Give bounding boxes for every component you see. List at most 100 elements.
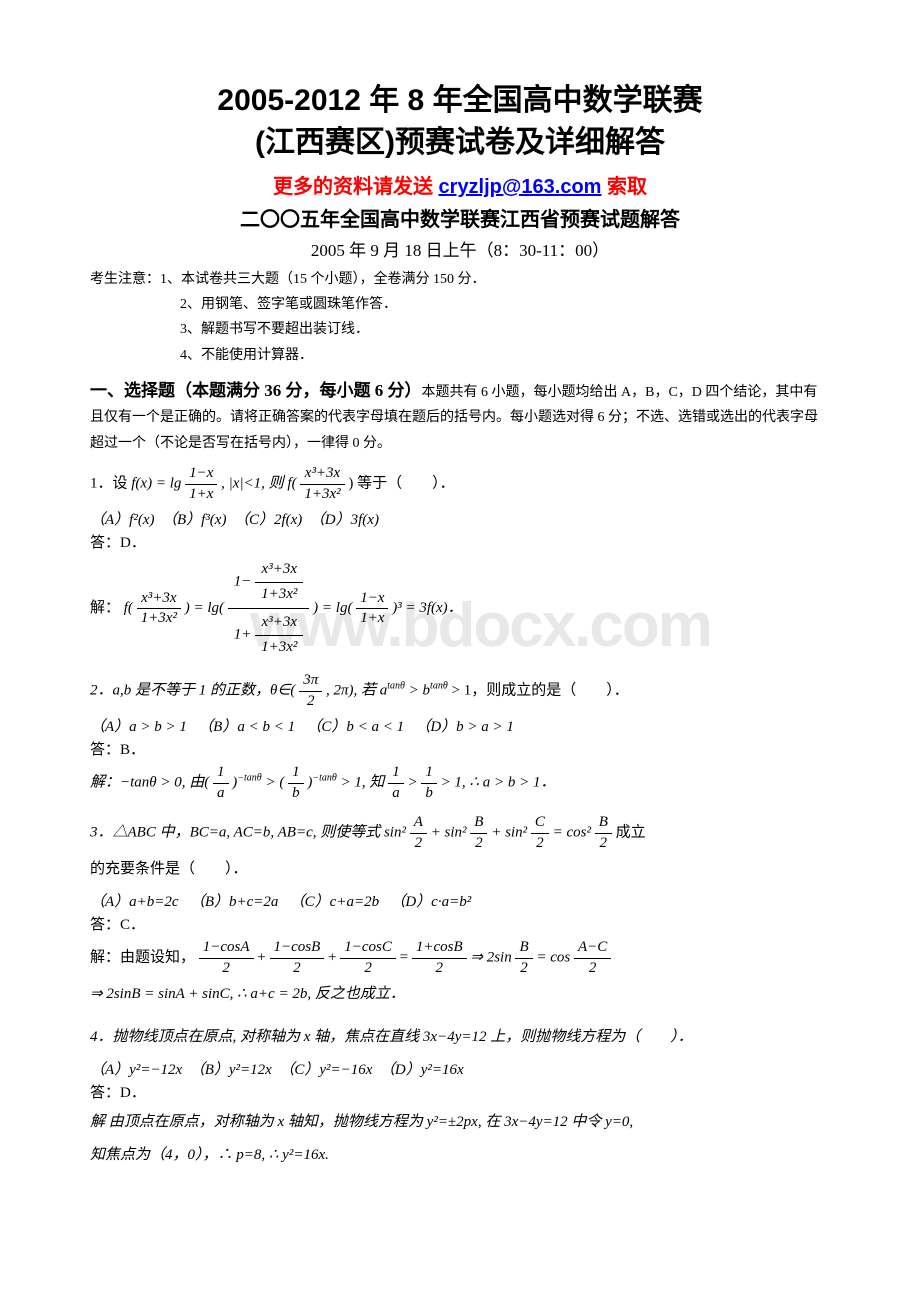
q1-optD: （D）3f(x) [310, 512, 379, 528]
q1-solution: 解： f( x³+3x1+3x² ) = lg( 1− x³+3x1+3x² 1… [90, 556, 830, 661]
email-link[interactable]: cryzljp@163.com [439, 176, 602, 198]
q3sf6n: A−C [574, 938, 611, 959]
q3sf2n: 1−cosB [270, 938, 325, 959]
q3-fracC: C2 [531, 813, 549, 853]
q1-sol-frac3-num: 1−x [356, 589, 388, 610]
q3-stem: 3．△ABC 中，BC=a, AC=b, AB=c, 则使等式 sin² A2 … [90, 813, 830, 886]
q2-solution: 解：−tanθ > 0, 由( 1a )−tanθ > ( 1b )−tanθ … [90, 763, 830, 803]
q1-sol-prefix: 解： [90, 600, 120, 616]
q1-sol-big-num-1: 1− [234, 574, 252, 590]
q3-optB: （B）b+c=2a [190, 894, 279, 910]
q3-sol-f5: B2 [515, 938, 532, 978]
q3-solution: 解：由题设知， 1−cosA 2 + 1−cosB2 + 1−cosC2 = 1+… [90, 938, 830, 1011]
q3sf4d: 2 [412, 959, 467, 979]
q2-frac: 3π2 [299, 671, 322, 711]
q2s-f3d: a [388, 784, 404, 804]
q3-fAn: A [410, 813, 427, 834]
q3-optD: （D）c·a=b² [390, 894, 471, 910]
q1-frac2-num: x³+3x [300, 464, 344, 485]
notice-item-3: 3、解题书写不要超出装订线． [180, 317, 830, 342]
q1-func: f(x) = lg [131, 476, 181, 492]
q4-solution: 解 由顶点在原点，对称轴为 x 轴知，抛物线方程为 y²=±2px, 在 3x−… [90, 1106, 830, 1172]
q4-options: （A）y²=−12x （B）y²=12x （C）y²=−16x （D）y²=16… [90, 1058, 830, 1079]
q3-sol-eq2: = cos [536, 950, 570, 966]
q3-sol-line2: ⇒ 2sinB = sinA + sinC, ∴ a+c = 2b, 反之也成立… [90, 986, 405, 1002]
q3-optA: （A）a+b=2c [90, 894, 179, 910]
q1-sol-big-den-1: 1+ [234, 627, 252, 643]
q1-sol-mid2: ) = lg( [313, 600, 352, 616]
q1-options: （A）f²(x) （B）f³(x) （C）2f(x) （D）3f(x) [90, 508, 830, 529]
q3-fracB2: B2 [595, 813, 612, 853]
q3-suffix: 成立 [616, 825, 646, 841]
q2-frac-den: 2 [299, 692, 322, 712]
request-prefix: 更多的资料请发送 [273, 176, 439, 198]
q2-optB: （B）a < b < 1 [198, 719, 295, 735]
q2-sol-prefix: 解：−tanθ > 0, 由( [90, 775, 209, 791]
q1-sol-fracA: x³+3x1+3x² [137, 589, 181, 629]
q4-answer: 答：D． [90, 1081, 830, 1102]
q2-optA: （A）a > b > 1 [90, 719, 187, 735]
notice-block: 考生注意：1、本试卷共三大题（15 个小题），全卷满分 150 分． 2、用钢笔… [90, 267, 830, 368]
q3sf4n: 1+cosB [412, 938, 467, 959]
q3-p1: + sin² [431, 825, 467, 841]
q2-sol-suffix: > 1, ∴ a > b > 1． [441, 775, 556, 791]
q4-optC: （C）y²=−16x [279, 1062, 372, 1078]
q1-stem: 1．设 f(x) = lg 1−x1+x , |x|<1, 则 f( x³+3x… [90, 464, 830, 504]
q2-answer: 答：B． [90, 738, 830, 759]
q3-sol-p2: + [328, 950, 340, 966]
q3-optC: （C）c+a=2b [290, 894, 379, 910]
q2-sol-frac4: 1b [421, 763, 437, 803]
q3sf3n: 1−cosC [340, 938, 396, 959]
q3sf1n: 1−cosA [199, 938, 254, 959]
q4-optB: （B）y²=12x [190, 1062, 272, 1078]
q1-sol-fracA-den: 1+3x² [137, 609, 181, 629]
q1-frac2-den: 1+3x² [300, 485, 344, 505]
q1-answer: 答：D． [90, 531, 830, 552]
notice-item-4: 4、不能使用计算器． [180, 343, 830, 368]
notice-intro: 考生注意：1、本试卷共三大题（15 个小题），全卷满分 150 分． [90, 267, 830, 292]
q3-fracA: A2 [410, 813, 427, 853]
q3-sol-f2: 1−cosB2 [270, 938, 325, 978]
q3-sol-arrow1: ⇒ 2sin [470, 950, 511, 966]
main-title-line2: (江西赛区)预赛试卷及详细解答 [90, 122, 830, 164]
q2s-f1d: a [213, 784, 229, 804]
q3sf5n: B [515, 938, 532, 959]
subtitle: 二〇〇五年全国高中数学联赛江西省预赛试题解答 [90, 203, 830, 232]
q3-fBd: 2 [470, 834, 487, 854]
q1-optA: （A）f²(x) [90, 512, 154, 528]
q2-sol-m4: > 1, 知 [341, 775, 389, 791]
q1-sol-inner-frac-top: x³+3x1+3x² [255, 558, 303, 606]
q3-answer: 答：C． [90, 913, 830, 934]
section-1-title: 一、选择题（本题满分 36 分，每小题 6 分）本题共有 6 小题，每小题均给出… [90, 378, 830, 455]
q1-sol-inner-frac-bot: x³+3x1+3x² [255, 611, 303, 659]
q3-sol-eq1: = [400, 950, 412, 966]
q2s-f1n: 1 [213, 763, 229, 784]
q1-sol-f: f( [124, 600, 133, 616]
q3-prefix: 3．△ABC 中，BC=a, AC=b, AB=c, 则使等式 sin² [90, 825, 406, 841]
q2s-f3n: 1 [388, 763, 404, 784]
q3-sol-prefix: 解：由题设知， [90, 950, 195, 966]
q3-fAd: 2 [410, 834, 427, 854]
q3-fB2d: 2 [595, 834, 612, 854]
q2-sol-m5: > [407, 775, 421, 791]
q1-optB: （B）f³(x) [162, 512, 226, 528]
q1-inn-num: x³+3x [255, 558, 303, 583]
q1-frac1: 1−x1+x [185, 464, 217, 504]
q2-sol-frac1: 1a [213, 763, 229, 803]
notice-item-2: 2、用钢笔、签字笔或圆珠笔作答． [180, 292, 830, 317]
q2-exp1: tanθ [387, 681, 405, 692]
q1-sol-frac3-den: 1+x [356, 609, 388, 629]
q3-sol-f3: 1−cosC2 [340, 938, 396, 978]
q1-prefix: 1．设 [90, 476, 131, 492]
q4-sol-line1: 解 由顶点在原点，对称轴为 x 轴知，抛物线方程为 y²=±2px, 在 3x−… [90, 1114, 633, 1130]
q1-sol-mid1: ) = lg( [185, 600, 224, 616]
q3-sol-p1: + [257, 950, 269, 966]
q2-sol-m2: > ( [265, 775, 284, 791]
q1-sol-suffix: )³ = 3f(x)． [392, 600, 462, 616]
q2-mid: , 2π), 若 a [326, 683, 387, 699]
q2s-f4n: 1 [421, 763, 437, 784]
q2-sol-frac2: 1b [288, 763, 304, 803]
q2-sol-exp2: −tanθ [312, 773, 336, 784]
q2s-f2d: b [288, 784, 304, 804]
q2-optC: （C）b < a < 1 [306, 719, 404, 735]
